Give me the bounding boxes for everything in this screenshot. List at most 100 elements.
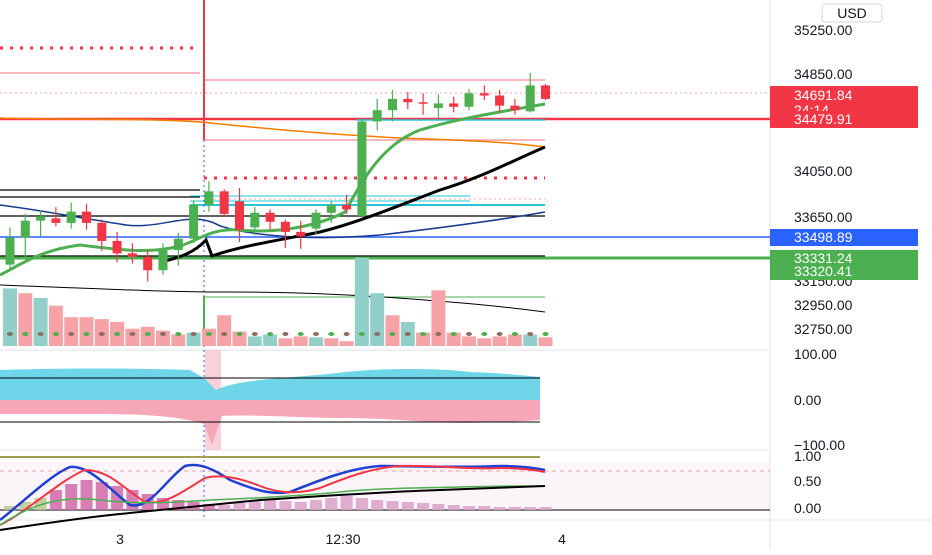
candle-26[interactable]	[403, 92, 413, 110]
stoch-hist-bar-21	[325, 498, 338, 510]
volume-dot-7	[114, 332, 121, 336]
price-tick-6: 32750.00	[794, 321, 853, 337]
volume-dot-26	[404, 332, 411, 336]
candle-28[interactable]	[433, 94, 443, 119]
volume-bar-4	[64, 317, 79, 346]
candle-11[interactable]	[173, 233, 183, 266]
candle-body-20	[311, 212, 321, 229]
candle-12[interactable]	[189, 200, 199, 244]
candle-17[interactable]	[265, 209, 275, 230]
candle-7[interactable]	[112, 231, 122, 263]
volume-dot-9	[144, 332, 151, 336]
volume-bar-25	[385, 315, 400, 346]
candle-10[interactable]	[158, 243, 168, 275]
volume-bar-21	[324, 338, 339, 346]
candle-24[interactable]	[372, 98, 382, 131]
candle-16[interactable]	[250, 207, 260, 236]
candlestick-series[interactable]	[5, 72, 551, 282]
candle-1[interactable]	[20, 213, 30, 259]
time-tick-1: 12:30	[325, 531, 360, 547]
currency-badge[interactable]	[821, 3, 883, 23]
candle-3[interactable]	[51, 207, 61, 227]
support-green-price-value-2: 33320.41	[794, 263, 853, 279]
stoch-tick-2: 0.00	[794, 500, 821, 516]
candle-18[interactable]	[280, 219, 290, 248]
candle-32[interactable]	[495, 89, 505, 113]
time-axis[interactable]: 3 12:30 4	[116, 531, 566, 547]
candle-14[interactable]	[219, 189, 229, 217]
candle-31[interactable]	[479, 85, 489, 101]
candle-body-19	[296, 231, 306, 237]
volume-dot-15	[236, 332, 243, 336]
candle-21[interactable]	[326, 201, 336, 223]
osc-tick-1: 0.00	[794, 392, 821, 408]
volume-dot-3	[52, 332, 59, 336]
volume-dot-10	[160, 332, 166, 336]
support-blue-price-value: 33498.89	[794, 229, 853, 245]
stoch-hist-bar-8	[126, 490, 139, 510]
candle-20[interactable]	[311, 209, 321, 235]
candle-0[interactable]	[5, 227, 15, 271]
stoch-hist-bar-31	[478, 506, 491, 510]
volume-bar-34	[523, 334, 538, 346]
stoch-hist-bar-13	[202, 504, 215, 510]
candle-body-3	[51, 218, 61, 223]
stoch-tick-1: 0.50	[794, 473, 821, 489]
volume-bar-22	[339, 341, 354, 346]
volume-bar-33	[507, 334, 522, 346]
candle-29[interactable]	[449, 96, 459, 113]
support-green-price-value-1: 33331.24	[794, 250, 853, 266]
candle-33[interactable]	[510, 98, 520, 115]
volume-dot-21	[328, 332, 335, 336]
candle-body-14	[219, 191, 229, 214]
price-tick-5: 32950.00	[794, 297, 853, 313]
candle-2[interactable]	[36, 210, 46, 237]
candle-19[interactable]	[296, 220, 306, 249]
candle-body-18	[280, 221, 290, 232]
candle-27[interactable]	[418, 93, 428, 115]
candle-13[interactable]	[204, 181, 214, 212]
volume-dot-12	[190, 332, 197, 336]
black-moving-average	[159, 145, 546, 264]
candle-body-22	[342, 204, 352, 210]
volume-bar-16	[247, 336, 262, 346]
candle-5[interactable]	[82, 203, 91, 230]
candle-body-2	[36, 216, 46, 221]
candle-15[interactable]	[235, 187, 244, 243]
oscillator-axis[interactable]: 100.00 0.00 −100.00	[794, 346, 845, 453]
volume-bar-17	[263, 334, 278, 346]
volume-dot-28	[435, 332, 442, 336]
candle-4[interactable]	[66, 202, 76, 229]
volume-dot-13	[205, 332, 212, 336]
volume-dot-23	[358, 332, 365, 336]
candle-8[interactable]	[127, 243, 137, 264]
candle-body-1	[20, 220, 30, 238]
volume-dot-17	[267, 332, 274, 336]
volume-bar-1	[18, 293, 33, 346]
last-price-value: 34691.84	[794, 87, 853, 103]
support-green-price-tag[interactable]	[770, 250, 918, 280]
candle-body-12	[189, 204, 199, 239]
stoch-hist-bar-0	[4, 506, 16, 510]
oscillator-negative-area	[0, 400, 540, 445]
candle-6[interactable]	[97, 219, 107, 252]
volume-dot-6	[98, 332, 105, 336]
orange-moving-average	[0, 117, 546, 148]
candle-22[interactable]	[342, 194, 352, 214]
candle-body-33	[510, 105, 520, 111]
support-blue-price-tag[interactable]	[770, 229, 918, 246]
resistance-price-tag[interactable]	[770, 111, 918, 128]
price-axis[interactable]: USD 35250.00 34850.00 34050.00 33650.00 …	[770, 3, 918, 337]
candle-30[interactable]	[464, 88, 474, 111]
candle-9[interactable]	[143, 249, 153, 282]
candle-35[interactable]	[541, 84, 550, 101]
candle-25[interactable]	[388, 89, 397, 122]
stoch-axis[interactable]: 1.00 0.50 0.00	[794, 448, 821, 516]
candle-body-9	[143, 256, 153, 271]
volume-dot-25	[389, 332, 396, 336]
candle-34[interactable]	[525, 72, 535, 113]
volume-dot-29	[450, 332, 457, 336]
volume-bar-0	[3, 288, 17, 346]
candle-23[interactable]	[357, 119, 367, 219]
